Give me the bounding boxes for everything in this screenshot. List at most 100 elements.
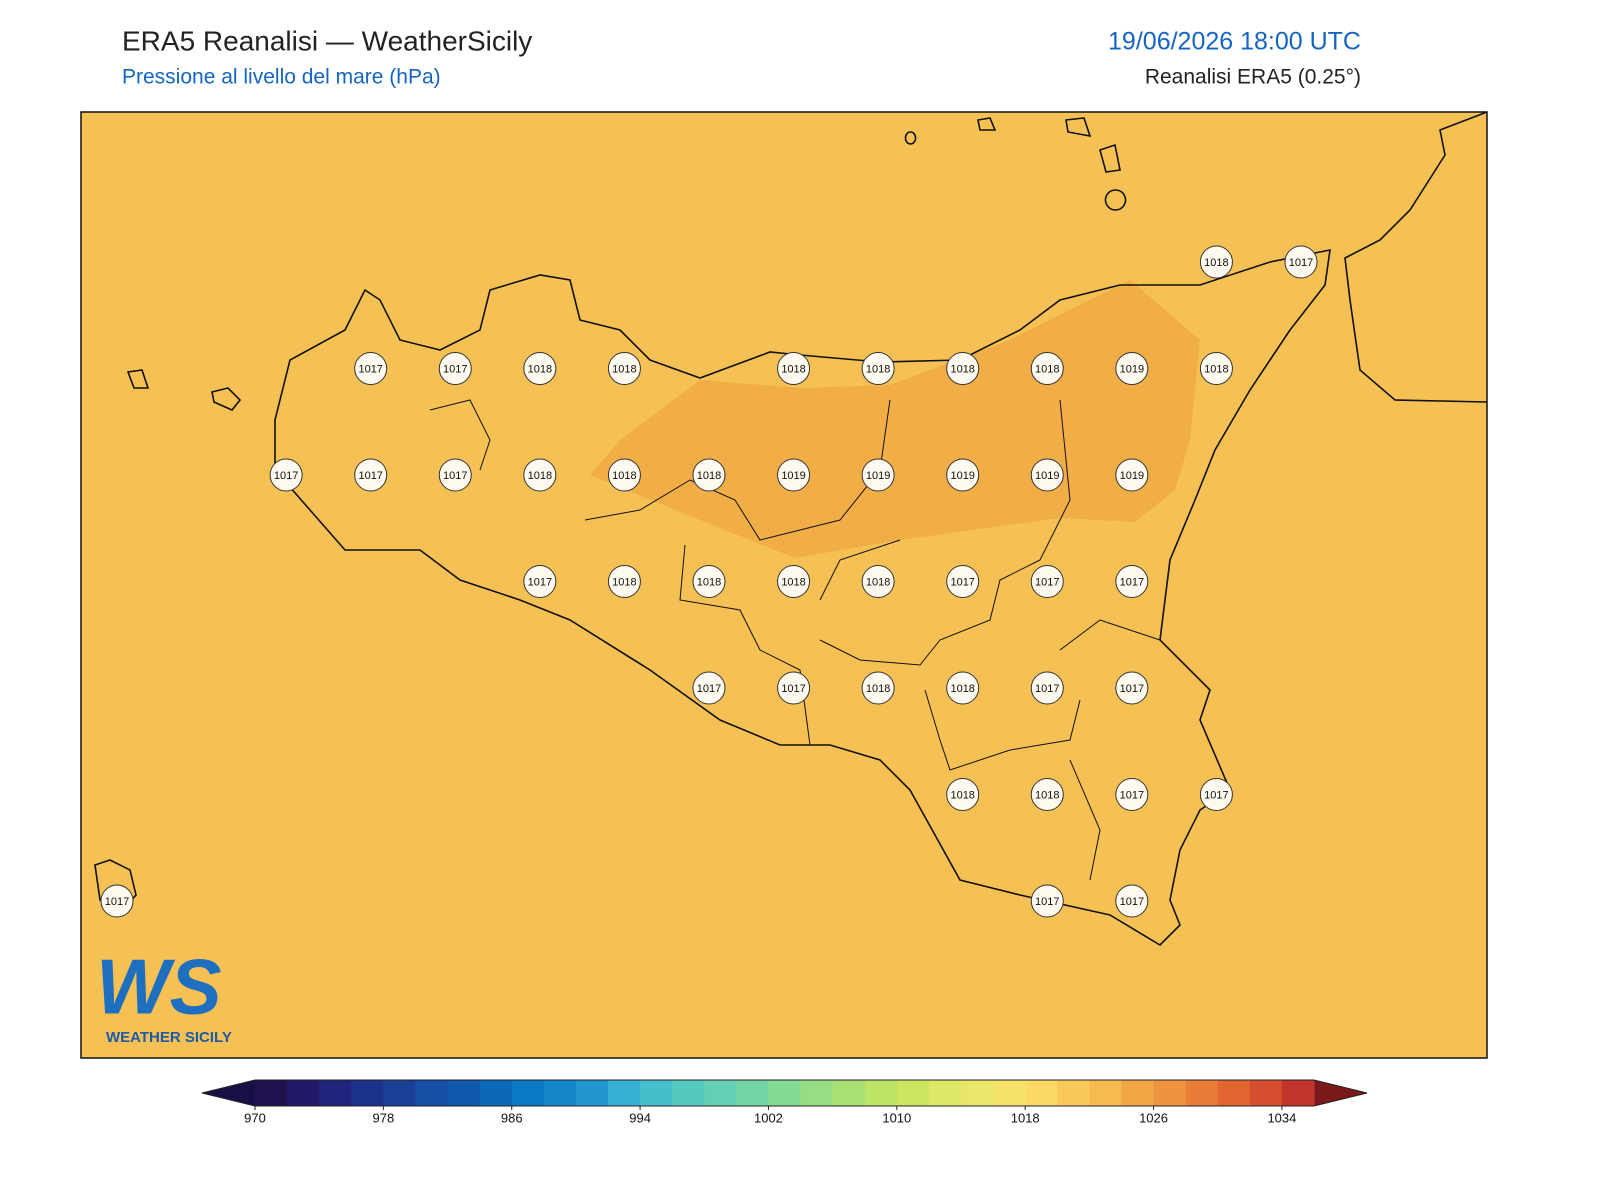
station-value: 1017 <box>1120 789 1144 801</box>
colorbar-tick-label: 1026 <box>1139 1110 1168 1125</box>
station-value: 1018 <box>950 363 974 375</box>
colorbar-bin <box>736 1080 769 1106</box>
colorbar-outline <box>201 1079 1368 1107</box>
station-value: 1019 <box>1035 470 1059 482</box>
province-borders <box>429 399 1161 881</box>
station-value: 1018 <box>612 470 636 482</box>
colorbar-bin <box>1153 1080 1187 1106</box>
map-frame <box>80 111 1488 1059</box>
station-value: 1017 <box>697 683 721 695</box>
colorbar-bin <box>511 1080 545 1106</box>
colorbar-tick-label: 994 <box>629 1110 651 1125</box>
station-marker <box>1115 884 1149 918</box>
station-value: 1019 <box>866 470 890 482</box>
station-marker <box>523 565 557 598</box>
station-value: 1017 <box>781 683 805 695</box>
colorbar-tick-label: 970 <box>244 1110 266 1125</box>
colorbar-over <box>1314 1080 1367 1106</box>
colorbar-tick-label: 1018 <box>1011 1110 1040 1125</box>
colorbar-bin <box>640 1080 673 1106</box>
station-marker <box>946 458 980 492</box>
station-value: 1018 <box>1204 363 1228 375</box>
colorbar-bin <box>608 1080 641 1106</box>
colorbar-tick-label: 1002 <box>754 1110 783 1125</box>
colorbar-bin <box>287 1080 320 1106</box>
colorbar-bin <box>1185 1080 1219 1106</box>
station-value: 1018 <box>528 470 552 482</box>
station-marker <box>100 884 134 918</box>
station-value: 1018 <box>950 683 974 695</box>
station-value: 1018 <box>528 363 552 375</box>
station-marker <box>1030 884 1064 918</box>
station-value: 1017 <box>274 470 298 482</box>
station-marker <box>777 671 811 705</box>
station-marker <box>861 352 895 385</box>
station-marker <box>861 458 895 492</box>
station-marker <box>692 671 726 705</box>
colorbar-tick-label: 1010 <box>882 1110 911 1125</box>
colorbar-bin <box>383 1080 416 1106</box>
colorbar-bin <box>928 1080 962 1106</box>
colorbar-bin <box>768 1080 802 1106</box>
station-marker <box>1030 671 1064 705</box>
station-marker <box>607 565 641 598</box>
station-value: 1018 <box>1204 257 1228 269</box>
colorbar-bin <box>800 1080 834 1106</box>
station-marker <box>692 458 726 492</box>
station-value: 1018 <box>781 363 805 375</box>
station-value: 1017 <box>358 470 382 482</box>
station-marker <box>1030 565 1064 598</box>
small-islands <box>94 117 1127 917</box>
colorbar-bin <box>351 1080 384 1106</box>
calabria-coast <box>1344 112 1487 403</box>
station-value: 1018 <box>866 576 890 588</box>
colorbar-bin <box>672 1080 705 1106</box>
colorbar-bin <box>1025 1080 1058 1106</box>
station-marker <box>523 352 557 385</box>
colorbar-bin <box>993 1080 1026 1106</box>
station-value: 1018 <box>866 683 890 695</box>
colorbar-bin <box>1249 1080 1283 1106</box>
station-marker <box>1199 778 1233 811</box>
station-marker <box>607 458 641 492</box>
station-value: 1017 <box>1120 896 1144 908</box>
colorbar-bin <box>832 1080 866 1106</box>
colorbar-under <box>202 1080 255 1106</box>
station-value: 1017 <box>528 576 552 588</box>
colorbar-tick-label: 978 <box>373 1110 395 1125</box>
station-marker <box>1030 778 1064 811</box>
station-marker <box>1115 352 1149 385</box>
station-marker <box>946 565 980 598</box>
station-marker <box>946 671 980 705</box>
station-marker <box>777 352 811 385</box>
subtitle: Pressione al livello del mare (hPa) <box>122 66 441 89</box>
station-marker <box>1115 778 1149 811</box>
station-value: 1018 <box>612 363 636 375</box>
colorbar-bin <box>415 1080 449 1106</box>
station-value: 1017 <box>1120 683 1144 695</box>
station-marker <box>1115 565 1149 598</box>
station-marker <box>354 352 388 385</box>
colorbar-bin <box>255 1080 288 1106</box>
station-marker <box>438 352 472 385</box>
colorbar-bin <box>1057 1080 1090 1106</box>
colorbar-bin <box>447 1080 481 1106</box>
station-value: 1019 <box>1120 470 1144 482</box>
station-marker <box>1199 352 1233 385</box>
station-marker <box>607 352 641 385</box>
station-value: 1019 <box>1120 363 1144 375</box>
colorbar: 970 978 986 994 1002 1010 1018 1026 1034 <box>201 1079 1368 1125</box>
station-value: 1017 <box>950 576 974 588</box>
colorbar-tick-label: 1034 <box>1267 1110 1296 1125</box>
station-value: 1017 <box>1035 576 1059 588</box>
station-value: 1017 <box>1035 683 1059 695</box>
station-marker <box>269 458 303 492</box>
colorbar-bin <box>479 1080 513 1106</box>
station-value: 1018 <box>781 576 805 588</box>
station-marker <box>946 778 980 811</box>
station-marker <box>777 458 811 492</box>
station-marker <box>861 565 895 598</box>
station-marker <box>861 671 895 705</box>
station-value: 1017 <box>1289 257 1313 269</box>
